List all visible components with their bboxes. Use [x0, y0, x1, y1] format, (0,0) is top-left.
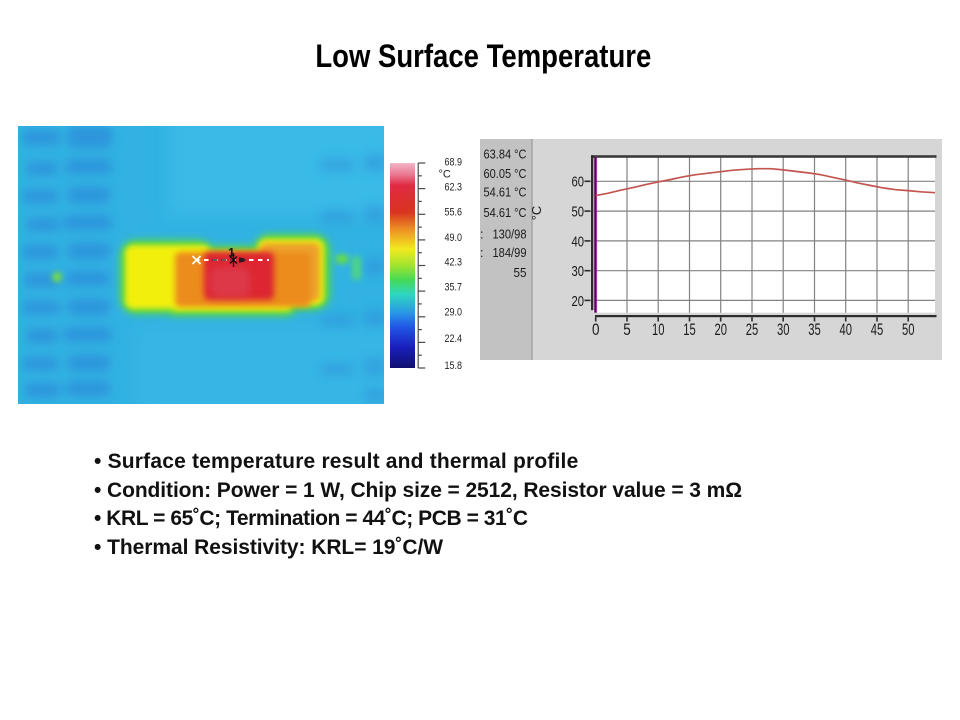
svg-text:54.61 °C: 54.61 °C	[484, 206, 527, 220]
svg-text:50: 50	[902, 320, 915, 339]
svg-text:29.0: 29.0	[445, 307, 463, 319]
svg-text:25: 25	[746, 320, 759, 339]
svg-text:°C: °C	[439, 169, 451, 181]
svg-text:55: 55	[514, 266, 527, 280]
svg-text:20: 20	[572, 293, 585, 310]
svg-text:42.3: 42.3	[445, 257, 463, 269]
svg-text:10: 10	[652, 320, 665, 339]
svg-text::: :	[480, 228, 483, 242]
svg-text:40: 40	[839, 320, 852, 339]
svg-text:15: 15	[683, 320, 696, 339]
svg-text:15.8: 15.8	[445, 360, 463, 372]
svg-text:130/98: 130/98	[493, 228, 527, 242]
svg-text:0: 0	[592, 320, 600, 339]
svg-text:30: 30	[572, 263, 585, 280]
svg-text:54.61 °C: 54.61 °C	[484, 186, 527, 200]
svg-text:40: 40	[572, 233, 585, 250]
svg-text:35.7: 35.7	[445, 282, 463, 294]
svg-text:62.3: 62.3	[445, 182, 463, 194]
svg-text:60: 60	[572, 174, 585, 191]
svg-text:60.05 °C: 60.05 °C	[484, 167, 527, 181]
svg-text:45: 45	[871, 320, 884, 339]
svg-text:22.4: 22.4	[445, 333, 463, 345]
svg-text:°C: °C	[529, 206, 544, 221]
svg-text:68.9: 68.9	[445, 157, 463, 169]
svg-text:5: 5	[623, 320, 631, 339]
svg-text:63.84 °C: 63.84 °C	[484, 148, 527, 162]
svg-text:55.6: 55.6	[445, 207, 463, 219]
svg-text:35: 35	[808, 320, 821, 339]
svg-text:20: 20	[714, 320, 727, 339]
svg-text:50: 50	[572, 204, 585, 221]
svg-text:184/99: 184/99	[493, 246, 527, 260]
svg-text:1: 1	[228, 246, 235, 260]
svg-text::: :	[480, 246, 483, 260]
svg-text:30: 30	[777, 320, 790, 339]
svg-text:49.0: 49.0	[445, 232, 463, 244]
